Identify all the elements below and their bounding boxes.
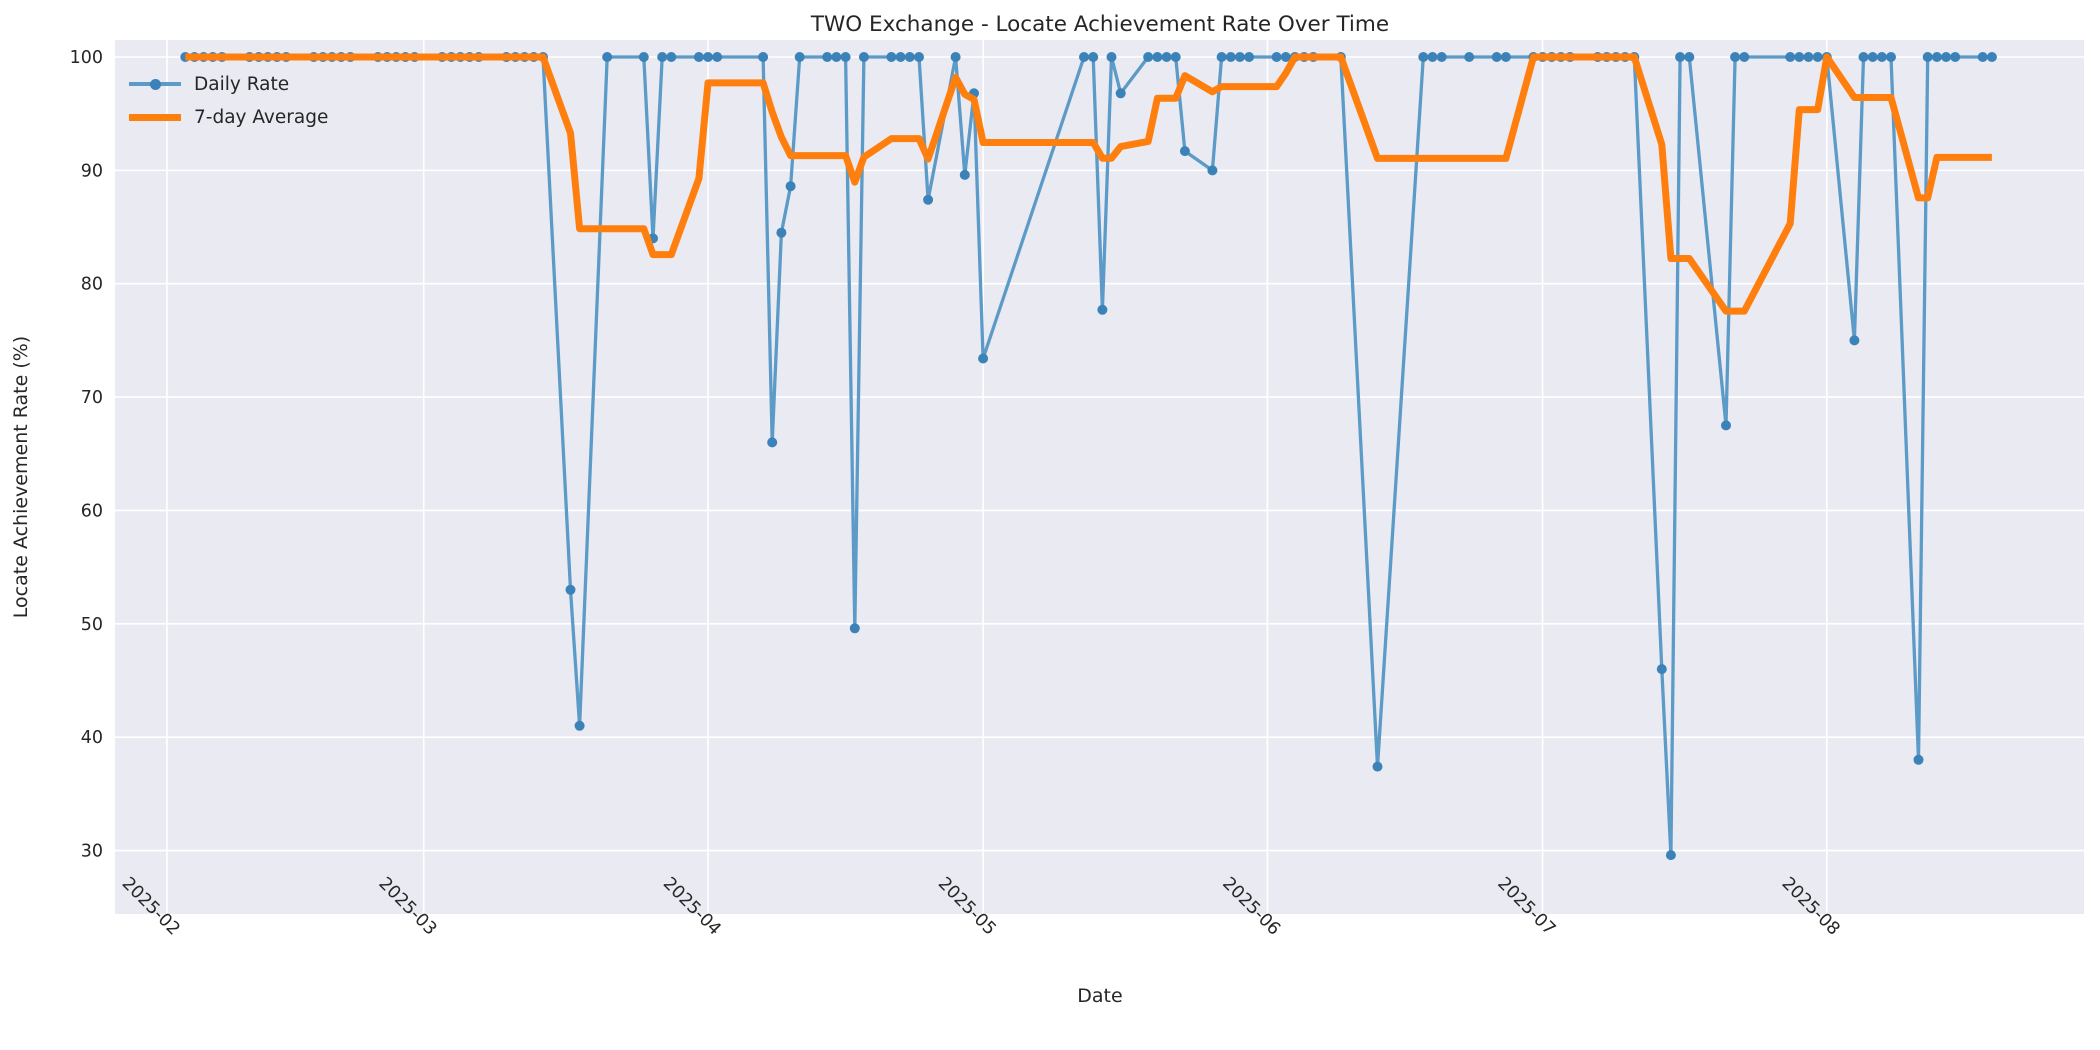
legend-item-seven-day-average: 7-day Average [129, 104, 328, 130]
y-tick-label: 30 [81, 842, 103, 862]
daily-rate-marker [1785, 52, 1796, 62]
daily-rate-marker [767, 437, 778, 448]
daily-rate-marker [666, 52, 677, 62]
daily-rate-marker [1234, 52, 1245, 62]
daily-rate-marker [1665, 850, 1676, 861]
daily-rate-marker [923, 194, 934, 205]
daily-rate-marker [1849, 335, 1860, 346]
daily-rate-marker [1950, 52, 1961, 62]
daily-rate-marker [840, 52, 851, 62]
daily-rate-marker [1418, 52, 1429, 62]
legend-label-seven-day-average: 7-day Average [194, 106, 329, 128]
daily-rate-marker [602, 52, 613, 62]
daily-rate-marker [1886, 52, 1896, 62]
daily-rate-marker [574, 720, 585, 731]
y-tick-label: 60 [81, 501, 103, 521]
daily-rate-marker [785, 181, 796, 192]
daily-rate-marker [1794, 52, 1805, 62]
y-tick-label: 90 [81, 161, 103, 181]
daily-rate-swatch-icon [129, 71, 181, 97]
daily-rate-marker [914, 52, 924, 62]
daily-rate-marker [1170, 52, 1181, 62]
daily-rate-marker [1207, 165, 1218, 176]
daily-rate-marker [822, 52, 833, 62]
daily-rate-marker [1675, 52, 1686, 62]
daily-rate-marker [1931, 52, 1942, 62]
daily-rate-marker [776, 227, 787, 238]
daily-rate-marker [1977, 52, 1988, 62]
daily-rate-marker [858, 52, 869, 62]
daily-rate-marker [895, 52, 906, 62]
daily-rate-marker [831, 52, 842, 62]
daily-rate-marker [1684, 52, 1695, 62]
daily-rate-marker [693, 52, 704, 62]
daily-rate-marker [1730, 52, 1741, 62]
daily-rate-marker [657, 52, 668, 62]
daily-rate-marker [1867, 52, 1878, 62]
daily-rate-marker [1372, 761, 1383, 772]
daily-rate-marker [1876, 52, 1887, 62]
daily-rate-marker [886, 52, 897, 62]
daily-rate-marker [1986, 52, 1997, 62]
daily-rate-marker [950, 52, 961, 62]
y-tick-label: 80 [81, 275, 103, 295]
daily-rate-marker [565, 584, 576, 595]
legend-label-daily-rate: Daily Rate [194, 73, 290, 95]
y-tick-label: 100 [70, 48, 103, 68]
y-tick-label: 50 [81, 615, 103, 635]
daily-rate-marker [1941, 52, 1952, 62]
daily-rate-marker [1115, 88, 1126, 99]
daily-rate-marker [1922, 52, 1933, 62]
daily-rate-marker [1721, 420, 1731, 431]
daily-rate-marker [959, 169, 970, 180]
daily-rate-marker [794, 52, 805, 62]
daily-rate-marker [1464, 52, 1475, 62]
daily-rate-marker [1271, 52, 1282, 62]
daily-rate-marker [1427, 52, 1438, 62]
chart-title: TWO Exchange - Locate Achievement Rate O… [810, 12, 1389, 37]
daily-rate-marker [978, 353, 989, 364]
daily-rate-marker [1244, 52, 1255, 62]
daily-rate-marker [1280, 52, 1291, 62]
daily-rate-marker [712, 52, 723, 62]
seven-day-average-line [185, 53, 1992, 315]
daily-rate-marker [904, 52, 915, 62]
daily-rate-marker [638, 52, 649, 62]
daily-rate-marker [1858, 52, 1869, 62]
daily-rate-marker [1143, 52, 1154, 62]
daily-rate-marker [1656, 664, 1667, 675]
x-axis-label: Date [1077, 985, 1122, 1007]
daily-rate-marker [1097, 304, 1108, 315]
y-tick-label: 70 [81, 388, 103, 408]
daily-rate-marker [849, 623, 860, 634]
y-axis-label: Locate Achievement Rate (%) [10, 336, 32, 618]
daily-rate-marker [1739, 52, 1750, 62]
daily-rate-marker [1106, 52, 1117, 62]
daily-rate-marker [1152, 52, 1163, 62]
daily-rate-marker [1812, 52, 1823, 62]
legend: Daily Rate 7-day Average [129, 71, 328, 130]
y-tick-label: 40 [81, 728, 103, 748]
daily-rate-marker [1225, 52, 1236, 62]
daily-rate-marker [703, 52, 713, 62]
daily-rate-marker [1803, 52, 1814, 62]
daily-rate-marker [1161, 52, 1172, 62]
legend-item-daily-rate: Daily Rate [129, 71, 328, 97]
daily-rate-marker [758, 52, 769, 62]
daily-rate-marker [1216, 52, 1227, 62]
daily-rate-marker [1179, 146, 1190, 157]
daily-rate-marker [1079, 52, 1089, 62]
daily-rate-marker [1913, 754, 1924, 765]
daily-rate-marker [1491, 52, 1502, 62]
daily-rate-marker [1500, 52, 1511, 62]
daily-rate-marker [1088, 52, 1099, 62]
seven-day-average-swatch-icon [129, 104, 181, 130]
daily-rate-marker [1436, 52, 1447, 62]
